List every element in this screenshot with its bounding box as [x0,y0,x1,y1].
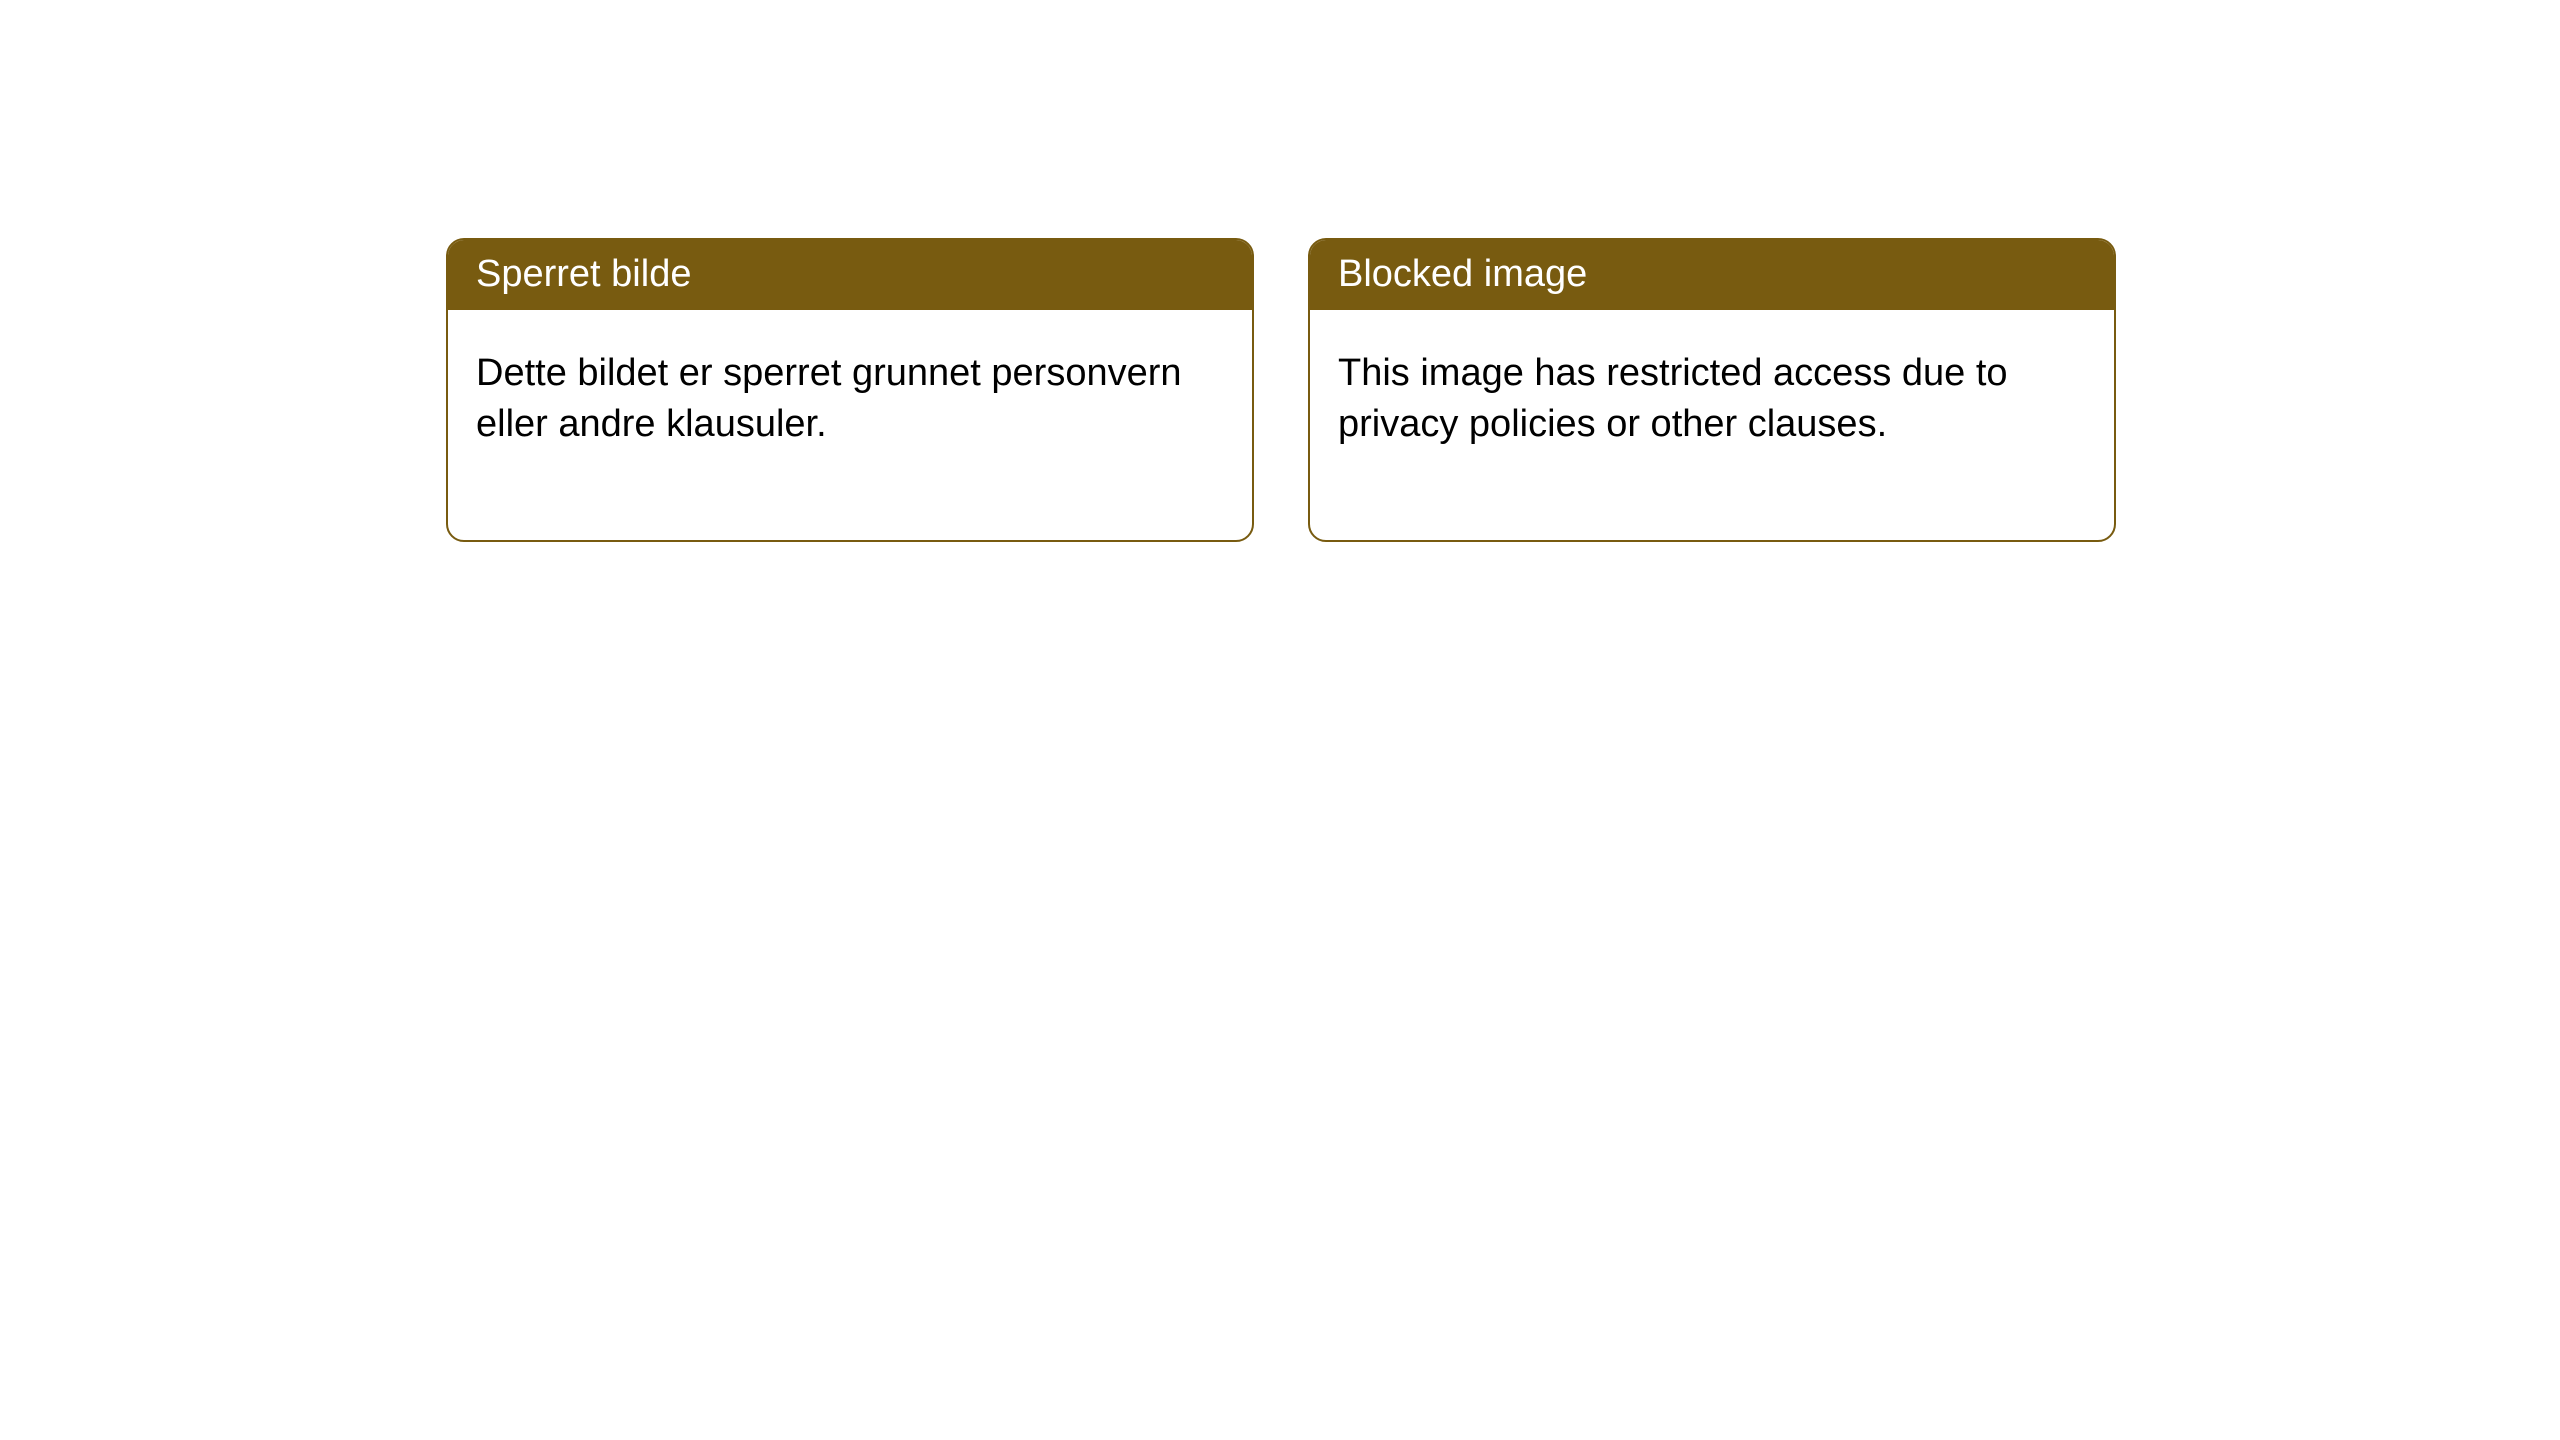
notice-box-norwegian: Sperret bilde Dette bildet er sperret gr… [446,238,1254,542]
notices-container: Sperret bilde Dette bildet er sperret gr… [0,0,2560,542]
notice-title: Sperret bilde [448,240,1252,310]
notice-body: Dette bildet er sperret grunnet personve… [448,310,1252,540]
notice-box-english: Blocked image This image has restricted … [1308,238,2116,542]
notice-body: This image has restricted access due to … [1310,310,2114,540]
notice-title: Blocked image [1310,240,2114,310]
